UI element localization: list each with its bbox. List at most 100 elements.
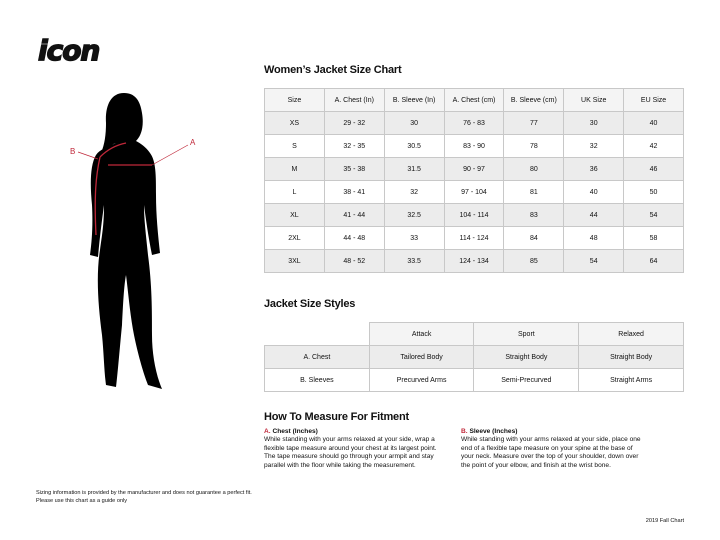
column-header: B. Sleeve (cm) xyxy=(503,88,565,112)
column-header: A. Chest (In) xyxy=(323,88,385,112)
cell: 97 - 104 xyxy=(443,180,505,204)
cell: 85 xyxy=(503,249,565,273)
cell: 76 - 83 xyxy=(443,111,505,135)
label-a: A xyxy=(190,138,196,147)
cell: 40 xyxy=(623,111,684,135)
svg-text:icon: icon xyxy=(38,36,99,66)
cell: 83 xyxy=(503,203,565,227)
size-cell: L xyxy=(264,180,325,204)
cell: 30 xyxy=(383,111,445,135)
disclaimer-line: Please use this chart as a guide only xyxy=(36,497,128,504)
cell: 40 xyxy=(563,180,625,204)
disclaimer-line: Sizing information is provided by the ma… xyxy=(36,490,252,496)
cell: 124 - 134 xyxy=(443,249,505,273)
chest-letter: A. xyxy=(264,428,271,435)
cell: Straight Body xyxy=(473,345,580,369)
cell: 48 - 52 xyxy=(323,249,385,273)
cell: Tailored Body xyxy=(368,345,475,369)
icon-logo: icon icon xyxy=(37,36,101,66)
table-row: B. Sleeves Precurved Arms Semi-Precurved… xyxy=(264,368,684,392)
cell: 35 - 38 xyxy=(323,157,385,181)
cell: 78 xyxy=(503,134,565,158)
cell: 32 xyxy=(383,180,445,204)
cell: 46 xyxy=(623,157,684,181)
cell: 36 xyxy=(563,157,625,181)
table-row: S 32 - 35 30.5 83 - 90 78 32 42 xyxy=(264,134,684,158)
table-row: A. Chest Tailored Body Straight Body Str… xyxy=(264,345,684,369)
table-row: 2XL 44 - 48 33 114 - 124 84 48 58 xyxy=(264,226,684,250)
size-cell: 3XL xyxy=(264,249,325,273)
cell: 44 - 48 xyxy=(323,226,385,250)
table-row: XL 41 - 44 32.5 104 - 114 83 44 54 xyxy=(264,203,684,227)
size-cell: 2XL xyxy=(264,226,325,250)
style-sport: Sport xyxy=(473,322,580,346)
cell: 38 - 41 xyxy=(323,180,385,204)
cell: 54 xyxy=(563,249,625,273)
cell: 29 - 32 xyxy=(323,111,385,135)
row-label: A. Chest xyxy=(264,345,370,369)
row-label: B. Sleeves xyxy=(264,368,370,392)
cell: Straight Arms xyxy=(578,368,684,392)
chest-label: Chest (Inches) xyxy=(272,428,318,435)
cell: 104 - 114 xyxy=(443,203,505,227)
column-header: Size xyxy=(264,88,325,112)
label-b: B xyxy=(70,147,75,156)
column-header: A. Chest (cm) xyxy=(443,88,505,112)
cell: 31.5 xyxy=(383,157,445,181)
size-cell: XL xyxy=(264,203,325,227)
cell: 64 xyxy=(623,249,684,273)
size-chart-table: Size A. Chest (In) B. Sleeve (In) A. Chest … xyxy=(264,88,684,273)
cell: 114 - 124 xyxy=(443,226,505,250)
sleeve-instructions: B. Sleeve (Inches) While standing with y… xyxy=(461,428,646,470)
cell: 41 - 44 xyxy=(323,203,385,227)
size-chart-title: Women’s Jacket Size Chart xyxy=(264,64,402,76)
season-label: 2019 Fall Chart xyxy=(645,518,684,524)
cell: 77 xyxy=(503,111,565,135)
cell: 48 xyxy=(563,226,625,250)
style-attack: Attack xyxy=(368,322,475,346)
table-row: M 35 - 38 31.5 90 - 97 80 36 46 xyxy=(264,157,684,181)
sleeve-label: Sleeve (Inches) xyxy=(469,428,518,435)
cell: 54 xyxy=(623,203,684,227)
size-cell: M xyxy=(264,157,325,181)
cell: Precurved Arms xyxy=(368,368,475,392)
style-relaxed: Relaxed xyxy=(578,322,684,346)
sleeve-letter: B. xyxy=(461,428,468,435)
blank-cell xyxy=(264,322,370,346)
cell: Semi-Precurved xyxy=(473,368,580,392)
cell: 50 xyxy=(623,180,684,204)
cell: 81 xyxy=(503,180,565,204)
size-cell: XS xyxy=(264,111,325,135)
sleeve-text: While standing with your arms relaxed at… xyxy=(461,436,641,469)
column-header: EU Size xyxy=(623,88,684,112)
styles-title: Jacket Size Styles xyxy=(264,298,356,310)
cell: Straight Body xyxy=(578,345,684,369)
size-chart-header-row: Size A. Chest (In) B. Sleeve (In) A. Chest … xyxy=(264,88,684,112)
cell: 33 xyxy=(383,226,445,250)
size-cell: S xyxy=(264,134,325,158)
styles-header-row: Attack Sport Relaxed xyxy=(264,322,684,346)
cell: 90 - 97 xyxy=(443,157,505,181)
cell: 58 xyxy=(623,226,684,250)
cell: 30 xyxy=(563,111,625,135)
table-row: 3XL 48 - 52 33.5 124 - 134 85 54 64 xyxy=(264,249,684,273)
cell: 32.5 xyxy=(383,203,445,227)
cell: 80 xyxy=(503,157,565,181)
measure-title: How To Measure For Fitment xyxy=(264,411,409,423)
chest-instructions: A. Chest (Inches) While standing with yo… xyxy=(264,428,449,470)
cell: 44 xyxy=(563,203,625,227)
woman-silhouette: B A xyxy=(70,93,196,389)
cell: 32 - 35 xyxy=(323,134,385,158)
cell: 42 xyxy=(623,134,684,158)
styles-table: Attack Sport Relaxed A. Chest Tailored B… xyxy=(264,322,684,392)
chest-text: While standing with your arms relaxed at… xyxy=(264,436,437,469)
table-row: XS 29 - 32 30 76 - 83 77 30 40 xyxy=(264,111,684,135)
cell: 83 - 90 xyxy=(443,134,505,158)
column-header: UK Size xyxy=(563,88,625,112)
cell: 30.5 xyxy=(383,134,445,158)
cell: 33.5 xyxy=(383,249,445,273)
table-row: L 38 - 41 32 97 - 104 81 40 50 xyxy=(264,180,684,204)
cell: 84 xyxy=(503,226,565,250)
disclaimer: Sizing information is provided by the ma… xyxy=(36,490,252,505)
cell: 32 xyxy=(563,134,625,158)
